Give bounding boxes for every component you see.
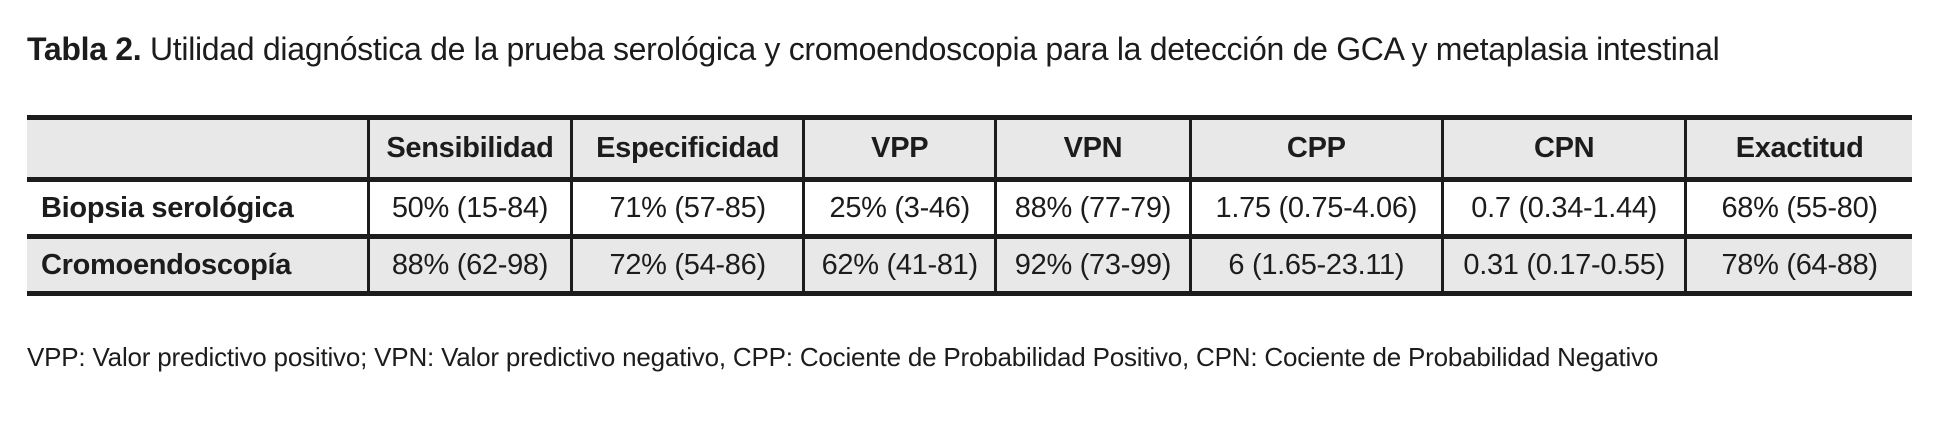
header-row: Sensibilidad Especificidad VPP VPN CPP C… [27, 117, 1912, 180]
table-title-text: Utilidad diagnóstica de la prueba seroló… [141, 31, 1720, 67]
table-cell-vpn: 92% (73-99) [994, 236, 1190, 294]
table-row-biopsia-serologica: Biopsia serológica 50% (15-84) 71% (57-8… [27, 179, 1912, 237]
row-label: Cromoendoscopía [27, 236, 369, 294]
header-cell-vpn: VPN [994, 117, 1190, 180]
table-cell-cpp: 1.75 (0.75-4.06) [1188, 179, 1443, 237]
header-cell-especificidad: Especificidad [570, 117, 804, 180]
table-cell-especificidad: 72% (54-86) [570, 236, 804, 294]
table-cell-cpn: 0.7 (0.34-1.44) [1441, 179, 1686, 237]
table-cell-cpn: 0.31 (0.17-0.55) [1441, 236, 1686, 294]
table-header: Sensibilidad Especificidad VPP VPN CPP C… [27, 117, 1912, 180]
header-cell-exactitud: Exactitud [1684, 117, 1912, 180]
table-cell-sensibilidad: 50% (15-84) [366, 179, 572, 237]
table-body: Biopsia serológica 50% (15-84) 71% (57-8… [27, 179, 1912, 294]
table-title: Tabla 2. Utilidad diagnóstica de la prue… [27, 30, 1906, 68]
table-cell-exactitud: 78% (64-88) [1684, 236, 1912, 294]
table-cell-vpp: 25% (3-46) [802, 179, 996, 237]
header-cell-sensibilidad: Sensibilidad [366, 117, 572, 180]
table-cell-especificidad: 71% (57-85) [570, 179, 804, 237]
table-cell-vpp: 62% (41-81) [802, 236, 996, 294]
table-title-prefix: Tabla 2. [27, 31, 142, 67]
header-cell-vpp: VPP [802, 117, 996, 180]
header-cell-cpn: CPN [1441, 117, 1686, 180]
table-footnote: VPP: Valor predictivo positivo; VPN: Val… [27, 342, 1659, 373]
table-row-cromoendoscopia: Cromoendoscopía 88% (62-98) 72% (54-86) … [27, 236, 1912, 294]
diagnostic-utility-table: Sensibilidad Especificidad VPP VPN CPP C… [27, 115, 1912, 296]
header-cell-cpp: CPP [1188, 117, 1443, 180]
table-cell-sensibilidad: 88% (62-98) [366, 236, 572, 294]
table-cell-cpp: 6 (1.65-23.11) [1188, 236, 1443, 294]
header-cell-empty [27, 117, 369, 180]
table-cell-exactitud: 68% (55-80) [1684, 179, 1912, 237]
table-cell-vpn: 88% (77-79) [994, 179, 1190, 237]
row-label: Biopsia serológica [27, 179, 369, 237]
